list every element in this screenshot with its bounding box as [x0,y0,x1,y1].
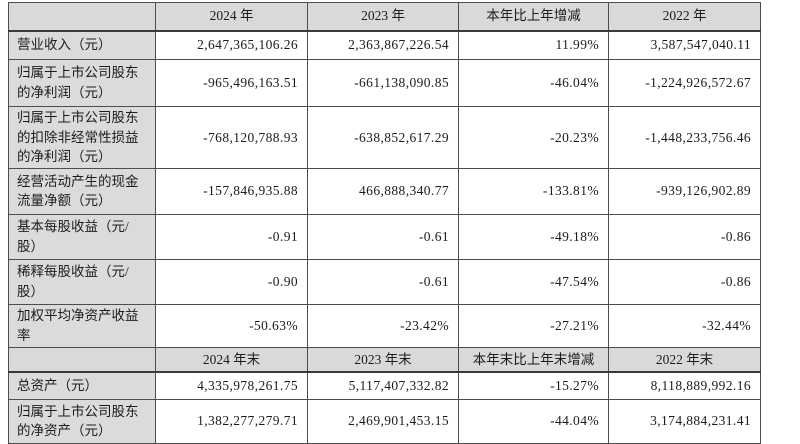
corner-cell [8,2,156,32]
row-label: 加权平均净资产收益率 [8,303,156,348]
value-cell: -0.90 [155,258,308,305]
column-header: 本年末比上年末增减 [458,346,609,374]
financial-table: 2024 年 2023 年本年比上年增减 2022 年营业收入（元） 2,647,36… [8,2,761,444]
row-label: 归属于上市公司股东的扣除非经常性损益的净利润（元） [8,106,156,169]
column-header: 2023 年 [307,2,459,32]
value-cell: 466,888,340.77 [307,167,459,215]
header-row: 2024 年末 2023 年末 本年末比上年末增减 2022 年末 [8,346,761,374]
value-cell: 3,587,547,040.11 [608,30,761,60]
value-cell: -768,120,788.93 [155,106,308,169]
value-cell: -0.86 [608,213,761,260]
value-cell: -0.61 [307,213,459,260]
value-cell: -965,496,163.51 [155,59,308,107]
value-cell: 1,382,277,279.71 [155,398,308,444]
value-cell: -939,126,902.89 [608,167,761,215]
column-header: 2022 年 [608,2,761,32]
value-cell: -1,224,926,572.67 [608,59,761,107]
row-label: 归属于上市公司股东的净资产（元） [8,398,156,444]
row-label: 总资产（元） [8,371,156,400]
value-cell: -44.04% [458,398,609,444]
row-label: 归属于上市公司股东的净利润（元） [8,59,156,107]
column-header: 2022 年末 [608,346,761,374]
column-header: 2024 年末 [155,346,308,374]
row-label: 营业收入（元） [8,30,156,60]
table-row: 加权平均净资产收益率 -50.63% -23.42% -27.21% -32.44% [8,303,761,348]
value-cell: -15.27% [458,371,609,400]
table-row: 总资产（元） 4,335,978,261.75 5,117,407,332.82 -1… [8,371,761,400]
value-cell: -0.91 [155,213,308,260]
value-cell: -661,138,090.85 [307,59,459,107]
value-cell: -23.42% [307,303,459,348]
table-row: 归属于上市公司股东的净资产（元） 1,382,277,279.71 2,469,90… [8,398,761,444]
value-cell: 2,469,901,453.15 [307,398,459,444]
table-row: 归属于上市公司股东的净利润（元） -965,496,163.51 -661,138,… [8,59,761,107]
value-cell: 8,118,889,992.16 [608,371,761,400]
value-cell: 11.99% [458,30,609,60]
value-cell: -47.54% [458,258,609,305]
value-cell: 2,647,365,106.26 [155,30,308,60]
value-cell: 5,117,407,332.82 [307,371,459,400]
financial-table-body: 2024 年 2023 年本年比上年增减 2022 年营业收入（元） 2,647,36… [8,2,761,444]
table-row: 营业收入（元） 2,647,365,106.26 2,363,867,226.54 1… [8,30,761,60]
row-label: 经营活动产生的现金流量净额（元） [8,167,156,215]
table-row: 经营活动产生的现金流量净额（元） -157,846,935.88 466,888,3… [8,167,761,215]
value-cell: 2,363,867,226.54 [307,30,459,60]
financial-summary-table: 2024 年 2023 年本年比上年增减 2022 年营业收入（元） 2,647,36… [8,2,761,444]
value-cell: -638,852,617.29 [307,106,459,169]
value-cell: -0.61 [307,258,459,305]
table-row: 基本每股收益（元/股） -0.91 -0.61 -49.18% -0.86 [8,213,761,260]
header-row: 2024 年 2023 年本年比上年增减 2022 年 [8,2,761,32]
table-row: 稀释每股收益（元/股） -0.90 -0.61 -47.54% -0.86 [8,258,761,305]
value-cell: -0.86 [608,258,761,305]
value-cell: -32.44% [608,303,761,348]
value-cell: 4,335,978,261.75 [155,371,308,400]
column-header: 2024 年 [155,2,308,32]
value-cell: -20.23% [458,106,609,169]
row-label: 基本每股收益（元/股） [8,213,156,260]
value-cell: -49.18% [458,213,609,260]
column-header: 2023 年末 [307,346,459,374]
value-cell: 3,174,884,231.41 [608,398,761,444]
value-cell: -157,846,935.88 [155,167,308,215]
row-label: 稀释每股收益（元/股） [8,258,156,305]
corner-cell [8,346,156,374]
value-cell: -50.63% [155,303,308,348]
value-cell: -27.21% [458,303,609,348]
column-header: 本年比上年增减 [458,2,609,32]
value-cell: -133.81% [458,167,609,215]
table-row: 归属于上市公司股东的扣除非经常性损益的净利润（元） -768,120,788.93… [8,106,761,169]
value-cell: -1,448,233,756.46 [608,106,761,169]
value-cell: -46.04% [458,59,609,107]
